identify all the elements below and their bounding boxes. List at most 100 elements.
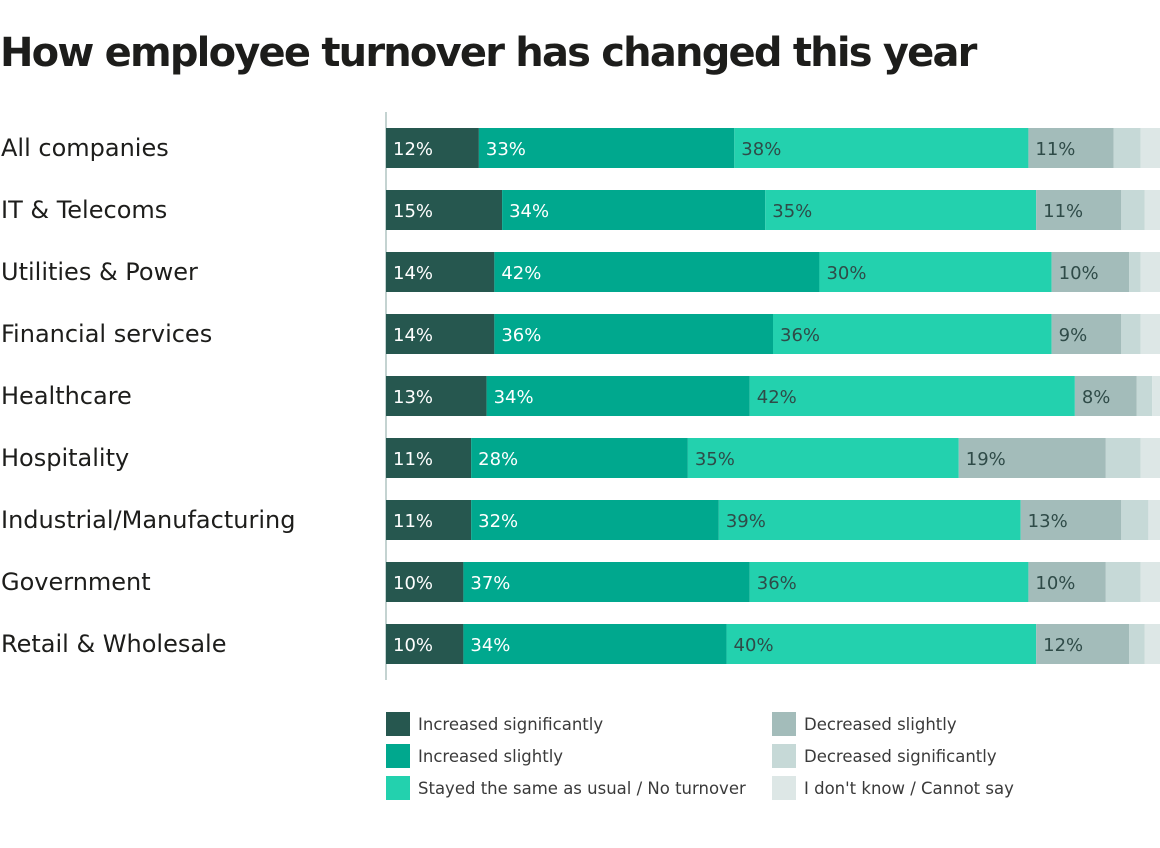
bar-segment	[1121, 314, 1141, 354]
stacked-bar-chart: All companies 12% 33% 38% 11% IT & Telecoms 15…	[1, 112, 1160, 680]
bar-segment	[1020, 500, 1122, 540]
data-label: 40%	[734, 635, 774, 656]
legend: Increased significantly Increased slightl…	[386, 712, 1086, 812]
legend-label: Decreased significantly	[804, 746, 997, 766]
legend-item: I don't know / Cannot say	[772, 776, 1014, 800]
data-label: 11%	[1035, 139, 1075, 160]
bar-segment	[1140, 128, 1160, 168]
data-label: 32%	[478, 511, 518, 532]
data-label: 14%	[393, 263, 433, 284]
data-label: 13%	[1028, 511, 1068, 532]
data-label: 34%	[470, 635, 510, 656]
data-label: 28%	[478, 449, 518, 470]
category-label: Retail & Wholesale	[1, 630, 227, 658]
data-label: 10%	[1035, 573, 1075, 594]
data-label: 13%	[393, 387, 433, 408]
data-label: 36%	[780, 325, 820, 346]
data-label: 39%	[726, 511, 766, 532]
bar-segment	[463, 624, 727, 664]
bar-segment	[1140, 252, 1160, 292]
data-label: 12%	[1043, 635, 1083, 656]
data-label: 42%	[501, 263, 541, 284]
bar-segment	[1105, 438, 1141, 478]
data-label: 34%	[494, 387, 534, 408]
bar-segment	[1051, 252, 1130, 292]
bar-segment	[1051, 314, 1122, 354]
bar-segment	[1144, 190, 1160, 230]
category-label: Healthcare	[1, 382, 132, 410]
legend-label: Increased significantly	[418, 714, 604, 734]
bar-segment	[1036, 190, 1122, 230]
data-label: 19%	[966, 449, 1006, 470]
data-label: 33%	[486, 139, 526, 160]
bar-segment	[1152, 376, 1160, 416]
bar-segment	[1028, 562, 1106, 602]
category-label: Industrial/Manufacturing	[1, 506, 295, 534]
bar-segment	[471, 500, 719, 540]
bar-segment	[386, 128, 479, 168]
data-label: 38%	[741, 139, 781, 160]
data-label: 11%	[393, 449, 433, 470]
bar-segment	[1129, 624, 1145, 664]
bar-segment	[1105, 562, 1141, 602]
category-label: Utilities & Power	[1, 258, 198, 286]
legend-label: Decreased slightly	[804, 714, 957, 734]
data-label: 37%	[470, 573, 510, 594]
bar-segment	[502, 190, 766, 230]
legend-swatch	[772, 744, 796, 768]
bar-segment	[718, 500, 1021, 540]
data-label: 36%	[757, 573, 797, 594]
data-label: 36%	[501, 325, 541, 346]
bar-segment	[749, 376, 1075, 416]
bar-segment	[1074, 376, 1137, 416]
bar-segment	[386, 252, 495, 292]
bar-segment	[1036, 624, 1130, 664]
bar-segment	[494, 252, 820, 292]
category-label: All companies	[1, 134, 169, 162]
chart-title: How employee turnover has changed this y…	[0, 30, 977, 76]
data-label: 15%	[393, 201, 433, 222]
bar-segment	[734, 128, 1029, 168]
bar-segment	[386, 376, 487, 416]
category-label: IT & Telecoms	[1, 196, 167, 224]
bar-segment	[958, 438, 1106, 478]
bar-segment	[749, 562, 1029, 602]
data-label: 11%	[1043, 201, 1083, 222]
bar-segment	[726, 624, 1037, 664]
bar-segment	[1144, 624, 1160, 664]
data-label: 10%	[1059, 263, 1099, 284]
bar-segment	[386, 190, 503, 230]
legend-swatch	[386, 712, 410, 736]
bar-segment	[386, 624, 464, 664]
bar-segment	[773, 314, 1052, 354]
category-label: Government	[1, 568, 151, 596]
bar-segment	[386, 314, 495, 354]
bar-segment	[765, 190, 1037, 230]
bar-segment	[1121, 500, 1149, 540]
data-label: 10%	[393, 635, 433, 656]
bar-segment	[478, 128, 735, 168]
data-label: 14%	[393, 325, 433, 346]
bar-segment	[1028, 128, 1114, 168]
data-label: 11%	[393, 511, 433, 532]
legend-item: Decreased slightly	[772, 712, 957, 736]
legend-item: Stayed the same as usual / No turnover	[386, 776, 746, 800]
data-label: 10%	[393, 573, 433, 594]
bar-segment	[386, 500, 472, 540]
legend-label: I don't know / Cannot say	[804, 778, 1014, 798]
legend-item: Decreased significantly	[772, 744, 997, 768]
bar-segment	[1140, 562, 1160, 602]
data-label: 35%	[695, 449, 735, 470]
category-label: Financial services	[1, 320, 212, 348]
data-label: 8%	[1082, 387, 1111, 408]
legend-label: Stayed the same as usual / No turnover	[418, 778, 746, 798]
legend-label: Increased slightly	[418, 746, 564, 766]
bar-segment	[486, 376, 750, 416]
bar-segment	[1136, 376, 1153, 416]
bar-segment	[1148, 500, 1160, 540]
data-label: 42%	[757, 387, 797, 408]
data-label: 35%	[772, 201, 812, 222]
data-label: 30%	[826, 263, 866, 284]
bar-segment	[386, 562, 464, 602]
data-label: 12%	[393, 139, 433, 160]
